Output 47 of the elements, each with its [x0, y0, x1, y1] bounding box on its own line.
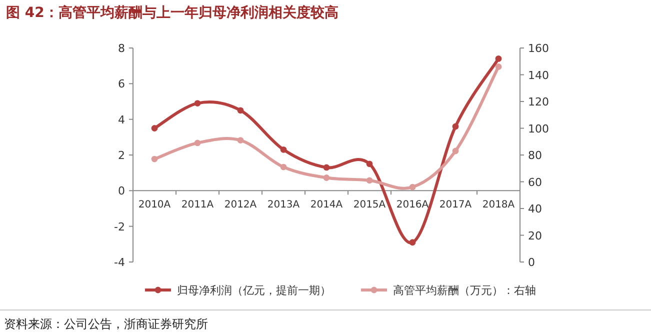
y-tick-label: 2	[118, 149, 125, 162]
point	[323, 164, 330, 171]
x-tick-label: 2014A	[310, 200, 343, 211]
y2-tick-label: 20	[528, 229, 542, 242]
point	[495, 64, 502, 70]
y2-tick-label: 100	[528, 122, 549, 136]
point	[495, 56, 502, 62]
x-tick-label: 2018A	[482, 200, 515, 211]
point	[452, 123, 459, 130]
y2-tick-label: 160	[528, 42, 549, 55]
chart-title: 图 42：高管平均薪酬与上一年归母净利润相关度较高	[6, 4, 338, 21]
point	[151, 125, 158, 132]
x-tick-label: 2015A	[353, 200, 386, 211]
y2-tick-label: 0	[528, 256, 535, 269]
point	[237, 137, 244, 144]
text: 资料来源：公司公告，浙商证券研究所	[4, 317, 208, 331]
x-tick-label: 2012A	[224, 200, 257, 211]
point	[409, 184, 416, 190]
point	[280, 146, 287, 153]
x-tick-label: 2017A	[439, 200, 472, 211]
legend-label: 高管平均薪酬（万元）：右轴	[393, 284, 536, 297]
y-tick-label: 0	[118, 184, 125, 198]
y2-tick-label: 80	[528, 149, 542, 162]
point	[194, 100, 201, 106]
y2-tick-label: 140	[528, 68, 549, 82]
x-tick-label: 2016A	[396, 200, 429, 211]
y2-tick-label: 40	[528, 202, 542, 216]
x-tick-label: 2011A	[181, 200, 214, 211]
legend-label: 归母净利润（亿元，提前一期）	[177, 284, 331, 297]
y-tick-label: 6	[118, 78, 125, 91]
x-tick-label: 2013A	[267, 200, 300, 211]
y-tick-label: 8	[118, 42, 125, 55]
point	[151, 156, 158, 162]
point	[409, 239, 416, 246]
y-tick-label: -2	[114, 220, 125, 234]
point	[194, 140, 201, 146]
x-tick-label: 2010A	[138, 200, 171, 211]
point	[366, 177, 373, 184]
point	[237, 107, 244, 114]
point	[280, 164, 287, 170]
point	[452, 148, 459, 154]
point	[323, 174, 330, 181]
y-tick-label: -4	[114, 256, 125, 269]
y2-tick-label: 120	[528, 96, 549, 108]
y2-tick-label: 60	[528, 176, 542, 189]
y-tick-label: 4	[118, 113, 125, 126]
point	[366, 160, 373, 168]
